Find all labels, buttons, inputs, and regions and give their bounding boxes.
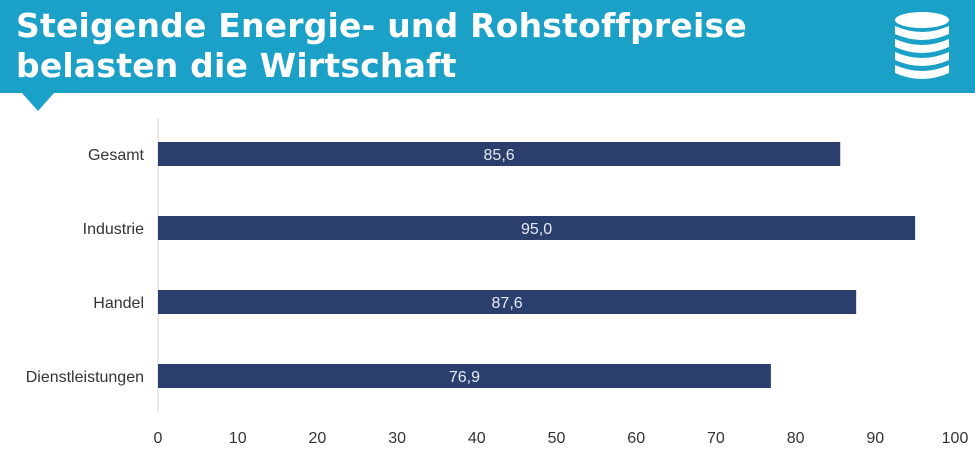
x-tick-label: 70 <box>707 430 725 447</box>
data-label: 85,6 <box>484 147 515 164</box>
x-tick-label: 90 <box>866 430 884 447</box>
chart-title: Steigende Energie- und Rohstoffpreise be… <box>16 6 747 86</box>
title-line-1: Steigende Energie- und Rohstoffpreise <box>16 6 747 45</box>
bar-chart: Gesamt 85,6 Industrie 95,0 Handel 87,6 Dienstl… <box>26 118 969 447</box>
x-tick-label: 10 <box>229 430 247 447</box>
category-label: Gesamt <box>88 147 145 164</box>
data-label: 95,0 <box>521 221 552 238</box>
x-tick-label: 100 <box>942 430 969 447</box>
x-tick-label: 40 <box>468 430 486 447</box>
data-label: 87,6 <box>492 295 523 312</box>
x-tick-label: 50 <box>548 430 566 447</box>
bar <box>158 142 841 166</box>
banner-pointer <box>22 93 54 111</box>
x-tick-label: 30 <box>388 430 406 447</box>
bar <box>158 364 771 388</box>
x-tick-label: 0 <box>154 430 163 447</box>
coin-stack-icon <box>895 12 949 79</box>
category-label: Handel <box>93 295 144 312</box>
data-label: 76,9 <box>449 369 480 386</box>
x-tick-label: 20 <box>309 430 327 447</box>
title-line-2: belasten die Wirtschaft <box>16 46 457 85</box>
x-tick-label: 80 <box>787 430 805 447</box>
title-banner: Steigende Energie- und Rohstoffpreise be… <box>0 0 975 93</box>
x-tick-label: 60 <box>627 430 645 447</box>
category-label: Industrie <box>83 221 144 238</box>
bar <box>158 216 916 240</box>
bar <box>158 290 857 314</box>
category-label: Dienstleistungen <box>26 369 144 386</box>
